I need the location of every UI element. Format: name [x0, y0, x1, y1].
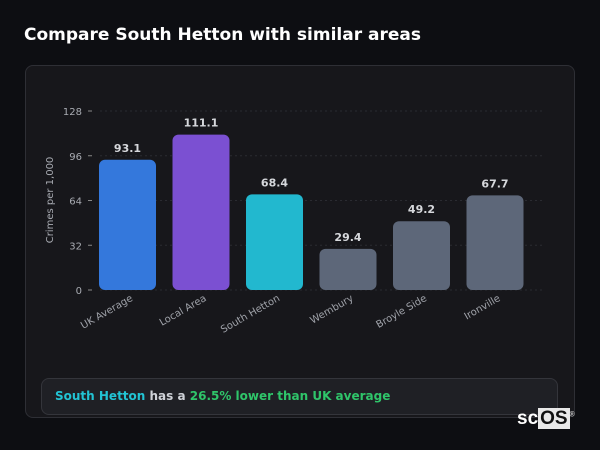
y-tick-label: 128 — [63, 107, 82, 118]
bar — [172, 134, 230, 290]
x-tick-label: Broyle Side — [375, 293, 429, 331]
summary-text: has a — [145, 389, 190, 403]
x-tick-label: South Hetton — [219, 293, 282, 336]
x-tick-label: Ironville — [463, 293, 503, 322]
summary-area: South Hetton — [55, 389, 146, 403]
page-title: Compare South Hetton with similar areas — [24, 25, 421, 45]
scos-logo: sc OS ® — [517, 408, 575, 429]
x-tick-label: Wembury — [308, 293, 355, 327]
y-tick-label: 32 — [69, 241, 82, 252]
bar — [246, 194, 303, 290]
bar — [466, 195, 524, 290]
value-label: 29.4 — [334, 231, 361, 244]
x-tick-label: UK Average — [79, 293, 135, 332]
value-label: 67.7 — [481, 177, 508, 190]
summary-difference: 26.5% lower than UK average — [189, 389, 391, 403]
y-tick-label: 64 — [69, 197, 82, 208]
bar — [393, 221, 450, 290]
bar — [319, 248, 377, 290]
value-label: 111.1 — [184, 117, 219, 130]
bar — [99, 159, 156, 290]
value-label: 68.4 — [261, 176, 288, 189]
y-tick-label: 96 — [69, 152, 82, 163]
x-tick-label: Local Area — [158, 293, 209, 329]
y-tick-label: 0 — [76, 286, 82, 297]
value-label: 93.1 — [114, 142, 141, 155]
value-label: 49.2 — [408, 203, 435, 216]
y-axis-label: Crimes per 1,000 — [45, 157, 56, 244]
summary-box: South Hetton has a 26.5% lower than UK a… — [41, 378, 558, 415]
